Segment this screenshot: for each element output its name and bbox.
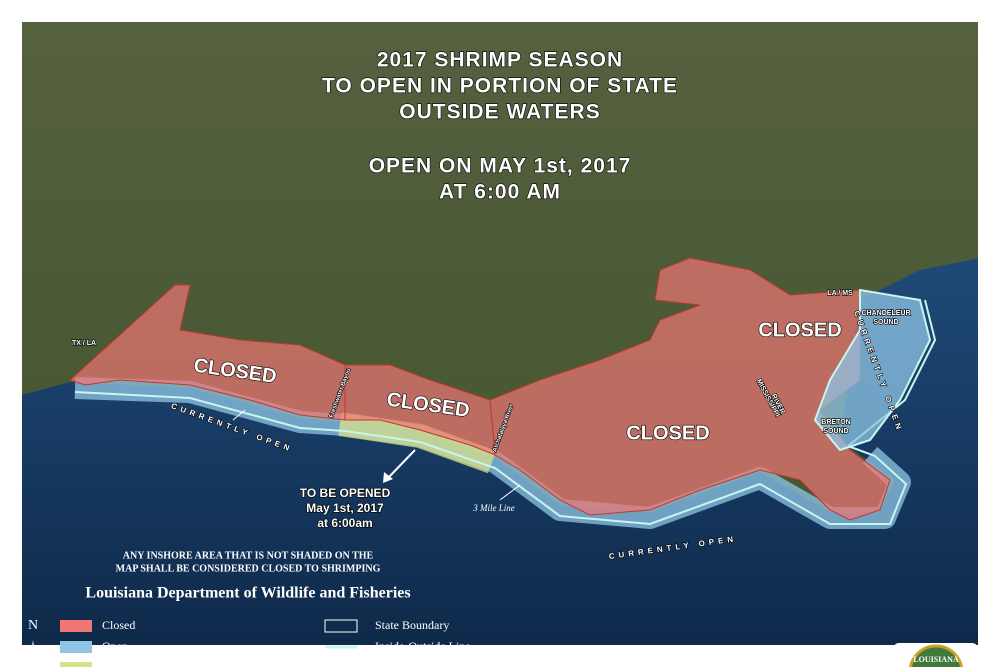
north-label: N bbox=[28, 618, 38, 633]
agency: Louisiana Department of Wildlife and Fis… bbox=[85, 585, 410, 602]
map-label: CHANDELEUR bbox=[862, 310, 911, 317]
subtitle-line: OPEN ON MAY 1st, 2017 bbox=[369, 155, 632, 178]
title-line: 2017 SHRIMP SEASON bbox=[377, 49, 623, 72]
legend-swatch bbox=[324, 619, 358, 633]
subtitle-line: AT 6:00 AM bbox=[439, 181, 561, 204]
callout-line: May 1st, 2017 bbox=[306, 501, 384, 515]
legend-label: Inside-Outside Line bbox=[375, 639, 471, 653]
legend-swatch bbox=[60, 620, 92, 632]
legend-label: To Be Opened May 1st, 2017 bbox=[102, 660, 243, 667]
callout-line: at 6:00am bbox=[317, 516, 372, 530]
map-label: LA / MS bbox=[827, 290, 853, 297]
logo-text: LOUISIANA bbox=[913, 655, 959, 664]
title-line: TO OPEN IN PORTION OF STATE bbox=[322, 75, 678, 98]
legend-label: Closed bbox=[102, 618, 135, 632]
map-label: 3 Mile Line bbox=[472, 503, 515, 513]
legend-swatch bbox=[60, 641, 92, 653]
legend-label: Open bbox=[102, 639, 128, 653]
title-line: OUTSIDE WATERS bbox=[399, 101, 600, 124]
legend-swatch bbox=[60, 662, 92, 667]
note-line: MAP SHALL BE CONSIDERED CLOSED TO SHRIMP… bbox=[116, 563, 381, 574]
logo-seal bbox=[908, 644, 964, 667]
legend-label: State Boundary bbox=[375, 618, 449, 632]
map-background bbox=[22, 22, 980, 667]
note-line: ANY INSHORE AREA THAT IS NOT SHADED ON T… bbox=[123, 550, 374, 561]
callout-line: TO BE OPENED bbox=[300, 486, 391, 500]
north-arrow bbox=[29, 640, 37, 667]
map-label: TX / LA bbox=[72, 340, 96, 347]
map-label: SOUND bbox=[823, 428, 848, 435]
map-label: CLOSED bbox=[758, 319, 841, 341]
map-label: CLOSED bbox=[626, 422, 709, 444]
map-label: BRETON bbox=[821, 419, 850, 426]
map-label: SOUND bbox=[873, 319, 898, 326]
